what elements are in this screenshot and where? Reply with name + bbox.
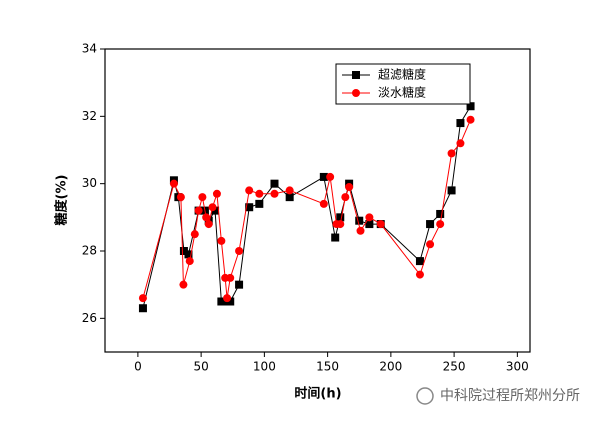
marker (270, 189, 279, 198)
marker (415, 257, 424, 266)
marker (436, 220, 445, 229)
x-tick-label: 0 (134, 360, 142, 374)
marker (319, 199, 328, 208)
x-axis-title: 时间(h) (294, 386, 341, 402)
marker (235, 280, 244, 289)
marker (356, 226, 365, 235)
marker (176, 193, 185, 202)
marker (270, 179, 279, 188)
legend-label: 淡水糖度 (378, 85, 426, 100)
marker (212, 189, 221, 198)
marker (326, 172, 335, 181)
y-tick-label: 26 (82, 311, 97, 325)
marker (456, 119, 465, 128)
marker (185, 257, 194, 266)
marker (198, 193, 207, 202)
marker (235, 247, 244, 255)
x-tick-label: 250 (443, 360, 466, 374)
marker (415, 270, 424, 279)
marker (169, 179, 178, 188)
marker (184, 250, 193, 259)
marker (226, 297, 235, 306)
marker (255, 189, 264, 198)
marker (245, 186, 254, 195)
legend-label: 超滤糖度 (378, 67, 426, 82)
marker (341, 193, 350, 202)
marker (138, 304, 147, 313)
marker (285, 186, 294, 195)
marker (447, 186, 456, 195)
legend-box (335, 63, 471, 105)
marker (352, 71, 360, 79)
marker (217, 297, 226, 306)
y-tick-label: 28 (82, 244, 97, 258)
marker (211, 206, 220, 215)
marker (194, 206, 203, 215)
marker (336, 213, 345, 222)
marker (345, 183, 354, 192)
marker (223, 294, 232, 303)
marker (190, 230, 199, 239)
x-tick-label: 200 (379, 360, 402, 374)
marker (319, 172, 328, 181)
y-axis-title: 糖度(%) (54, 175, 70, 226)
x-tick-label: 300 (506, 360, 529, 374)
plot-frame (104, 48, 531, 353)
marker (255, 199, 264, 208)
marker (138, 294, 147, 303)
y-tick-label: 30 (82, 176, 97, 190)
marker (426, 240, 435, 249)
x-tick-label: 100 (253, 360, 276, 374)
marker (217, 236, 226, 245)
marker (336, 220, 345, 229)
marker (285, 193, 294, 202)
marker (436, 209, 445, 218)
marker (331, 233, 340, 242)
watermark-icon (416, 387, 434, 405)
marker (376, 220, 385, 229)
marker (365, 220, 374, 229)
marker (426, 220, 435, 229)
marker (466, 115, 475, 124)
marker (352, 89, 360, 97)
y-tick-label: 34 (82, 42, 97, 56)
marker (204, 220, 213, 229)
x-tick-label: 50 (193, 360, 208, 374)
marker (447, 149, 456, 158)
marker (245, 203, 254, 212)
marker (466, 102, 475, 111)
x-tick-label: 150 (316, 360, 339, 374)
marker (179, 247, 188, 255)
marker (208, 203, 217, 212)
marker (226, 273, 235, 282)
marker (179, 280, 188, 289)
marker (456, 139, 465, 148)
y-tick-label: 32 (82, 109, 97, 123)
watermark: 中科院过程所郑州分所 (440, 388, 580, 404)
marker (202, 213, 211, 222)
marker (365, 213, 374, 222)
marker (355, 216, 364, 225)
